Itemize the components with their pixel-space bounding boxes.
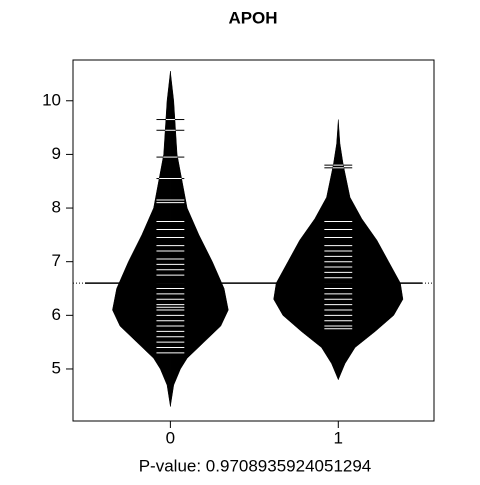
y-tick-label: 9 [52, 144, 61, 163]
y-tick-label: 5 [52, 358, 61, 377]
chart-title: APOH [228, 8, 277, 27]
y-tick-label: 8 [52, 198, 61, 217]
bean-half [112, 71, 171, 407]
plot-frame [72, 59, 435, 422]
bean-half [170, 71, 229, 407]
bean-half [273, 119, 339, 380]
y-tick-label: 7 [52, 251, 61, 270]
y-tick-label: 6 [52, 305, 61, 324]
x-tick-label: 1 [334, 428, 343, 447]
x-tick-label: 0 [166, 428, 175, 447]
y-tick-label: 10 [42, 90, 61, 109]
bean-half [338, 119, 404, 380]
x-axis-label: P-value: 0.9708935924051294 [139, 456, 372, 475]
